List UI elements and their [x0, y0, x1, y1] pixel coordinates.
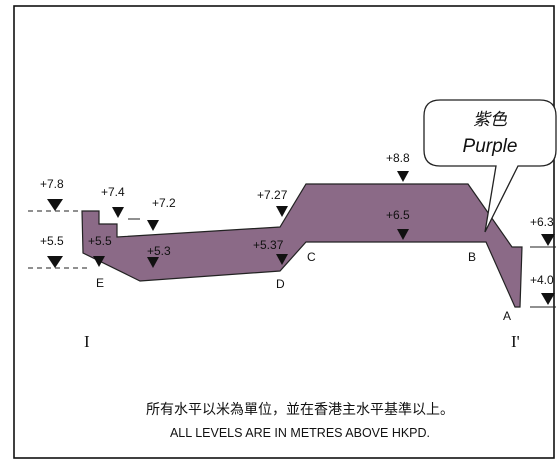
level-triangle-icon — [397, 171, 409, 182]
level-label-top-mid: +7.27 — [257, 188, 288, 202]
point-label-a: A — [503, 309, 511, 323]
level-triangle-icon — [47, 256, 63, 268]
point-label-b: B — [468, 250, 476, 264]
level-triangle-icon — [276, 254, 288, 265]
level-triangle-icon — [47, 199, 63, 211]
level-triangle-icon — [397, 229, 409, 240]
level-label-base-right: +4.0 — [530, 273, 554, 287]
level-triangle-icon — [147, 220, 159, 231]
level-label-base-left-mid: +5.3 — [147, 244, 171, 258]
level-triangle-icon — [541, 234, 555, 246]
frame-border — [13, 5, 555, 459]
level-label-top-far-left: +7.8 — [40, 177, 64, 191]
level-label-top-peak: +8.8 — [386, 151, 410, 165]
note-english: ALL LEVELS ARE IN METRES ABOVE HKPD. — [170, 426, 430, 440]
level-triangle-icon — [276, 206, 288, 217]
level-triangle-icon — [93, 256, 105, 267]
note-chinese: 所有水平以米為單位，並在香港主水平基準以上。 — [146, 401, 454, 418]
section-marker-start: I — [84, 332, 90, 351]
level-label-top-right: +6.3 — [530, 215, 554, 229]
level-label-base-left: +5.5 — [88, 234, 112, 248]
purple-section-shape — [81, 183, 523, 308]
level-triangle-icon — [541, 293, 555, 305]
level-label-top-left-step: +7.4 — [101, 185, 125, 199]
callout-bubble — [423, 99, 557, 233]
callout-label-zh: 紫色 — [473, 110, 508, 130]
point-label-c: C — [307, 250, 316, 264]
level-label-top-left-mid: +7.2 — [152, 196, 176, 210]
level-label-base-far-left: +5.5 — [40, 234, 64, 248]
level-triangle-icon — [112, 207, 124, 218]
point-label-d: D — [276, 277, 285, 291]
callout-label-en: Purple — [463, 136, 518, 157]
section-marker-end: I' — [511, 332, 520, 351]
level-label-base-center: +6.5 — [386, 208, 410, 222]
level-label-base-mid: +5.37 — [253, 238, 284, 252]
level-triangle-icon — [147, 257, 159, 268]
point-label-e: E — [96, 276, 104, 290]
